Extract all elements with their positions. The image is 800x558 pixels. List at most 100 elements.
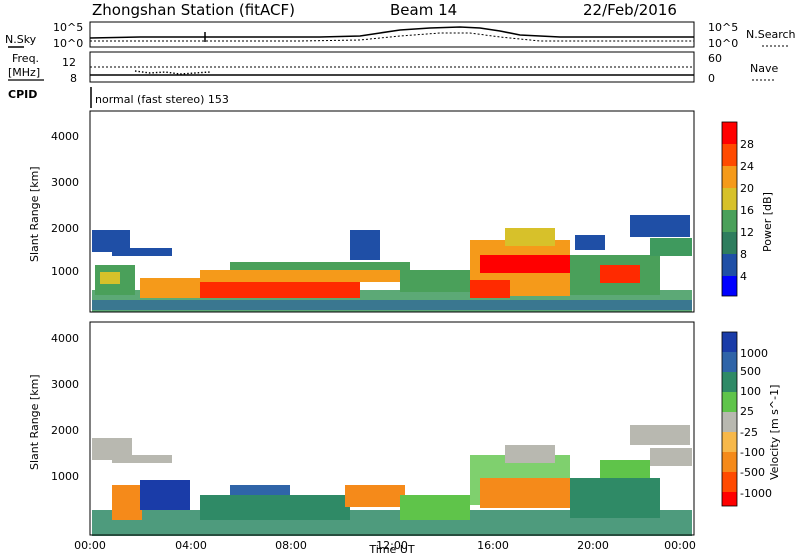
vel-cb-tick-neg1000: -1000 — [740, 487, 772, 500]
x-axis-label: Time UT — [368, 543, 414, 554]
vel-cb-tick-100: 100 — [740, 385, 761, 398]
power-blue-left-2 — [112, 248, 172, 256]
vel-orange-mid — [345, 485, 405, 507]
velocity-panel: 1000 2000 3000 4000 Slant Range [km] — [28, 321, 695, 536]
vel-cb-5 — [722, 412, 737, 432]
power-yellow-left — [100, 272, 120, 284]
vel-cb-label: Velocity [m s^-1] — [768, 385, 781, 480]
nsky-tick-low: 10^0 — [53, 37, 83, 50]
power-green-mid — [230, 262, 410, 270]
power-cb-2 — [722, 144, 737, 166]
power-y-tick-2000: 2000 — [51, 222, 79, 235]
x-tick-2000: 20:00 — [577, 539, 609, 552]
cpid-mode-text: normal (fast stereo) 153 — [95, 93, 229, 106]
station-title: Zhongshan Station (fitACF) — [92, 1, 295, 19]
vel-cb-frame — [721, 331, 738, 507]
power-y-tick-1000: 1000 — [51, 265, 79, 278]
power-colorbar: 28 24 20 16 12 8 4 Power [dB] — [721, 121, 774, 297]
freq-tick-high: 12 — [62, 56, 76, 69]
vel-cb-3 — [722, 372, 737, 392]
power-y-tick-3000: 3000 — [51, 176, 79, 189]
vel-cb-tick-500: 500 — [740, 365, 761, 378]
vel-y-tick-4000: 4000 — [51, 332, 79, 345]
power-blue-left — [92, 230, 130, 252]
nave-scatter — [134, 70, 211, 75]
power-cb-tick-4: 4 — [740, 270, 747, 283]
vel-y-tick-3000: 3000 — [51, 378, 79, 391]
vel-green-right-2 — [600, 460, 650, 478]
vel-cb-tick-neg500: -500 — [740, 466, 765, 479]
velocity-data — [92, 425, 692, 536]
vel-orange-event — [480, 478, 570, 508]
freq-label-2: [MHz] — [8, 66, 40, 79]
vel-cb-tick-1000: 1000 — [740, 347, 768, 360]
power-red-event-1 — [480, 255, 570, 273]
nsearch-tick-low: 10^0 — [708, 37, 738, 50]
power-blue-bottom — [92, 300, 692, 310]
power-cb-5 — [722, 210, 737, 232]
vel-ground-event — [505, 445, 555, 463]
vel-blue-left — [140, 480, 190, 510]
power-blue-mid — [350, 230, 380, 260]
power-y-axis-label: Slant Range [km] — [28, 166, 41, 262]
x-tick-0400: 04:00 — [175, 539, 207, 552]
power-blue-right-2 — [575, 235, 605, 250]
power-cb-8 — [722, 276, 737, 296]
power-cb-1 — [722, 122, 737, 144]
vel-orange-left — [112, 485, 142, 520]
vel-cb-1 — [722, 332, 737, 352]
power-red-right — [600, 265, 640, 283]
nsearch-label: N.Search — [746, 28, 796, 41]
power-cb-7 — [722, 254, 737, 276]
power-yellow-event — [505, 228, 555, 246]
vel-cb-9 — [722, 492, 737, 506]
nave-tick-low: 0 — [708, 72, 715, 85]
power-green-right-2 — [650, 238, 692, 256]
beam-label: Beam 14 — [390, 1, 457, 19]
vel-green-right — [570, 478, 660, 518]
vel-cb-7 — [722, 452, 737, 472]
vel-ground-right-2 — [650, 448, 692, 466]
noise-panel: N.Sky 10^5 10^0 10^5 10^0 N.Search — [5, 21, 796, 50]
velocity-colorbar: 1000 500 100 25 -25 -100 -500 -1000 Velo… — [721, 331, 781, 507]
freq-tick-low: 8 — [70, 72, 77, 85]
nave-label: Nave — [750, 62, 778, 75]
vel-y-tick-1000: 1000 — [51, 470, 79, 483]
vel-cb-tick-neg25: -25 — [740, 426, 758, 439]
freq-label-1: Freq. — [12, 52, 39, 65]
vel-cb-8 — [722, 472, 737, 492]
vel-y-axis-label: Slant Range [km] — [28, 374, 41, 470]
x-tick-1200: 12:00 — [376, 539, 408, 552]
power-data — [92, 215, 692, 312]
vel-cb-4 — [722, 392, 737, 412]
power-cb-tick-28: 28 — [740, 138, 754, 151]
vel-y-tick-2000: 2000 — [51, 424, 79, 437]
x-tick-0800: 08:00 — [275, 539, 307, 552]
power-cb-4 — [722, 188, 737, 210]
power-cb-tick-8: 8 — [740, 248, 747, 261]
vel-cb-tick-neg100: -100 — [740, 446, 765, 459]
noise-panel-frame — [89, 21, 695, 48]
power-cb-label: Power [dB] — [761, 192, 774, 252]
power-orange-mid-1 — [140, 278, 200, 298]
x-axis: 00:00 04:00 08:00 12:00 16:00 20:00 00:0… — [74, 539, 696, 556]
vel-green-midright — [400, 495, 470, 520]
velocity-axes-frame — [89, 321, 695, 536]
power-orange-mid-2 — [200, 270, 400, 282]
nave-tick-high: 60 — [708, 52, 722, 65]
frequency-panel: Freq. [MHz] 12 8 60 0 Nave — [8, 51, 778, 85]
vel-cb-2 — [722, 352, 737, 372]
noise-sky-line — [89, 26, 694, 39]
power-blue-right-1 — [630, 215, 690, 237]
power-cb-frame — [721, 121, 738, 297]
power-cb-tick-12: 12 — [740, 226, 754, 239]
vel-ground-right-1 — [630, 425, 690, 445]
noise-search-line — [90, 32, 694, 42]
power-cb-tick-24: 24 — [740, 160, 754, 173]
nsearch-tick-high: 10^5 — [708, 21, 738, 34]
power-cb-tick-20: 20 — [740, 182, 754, 195]
power-cb-3 — [722, 166, 737, 188]
date-label: 22/Feb/2016 — [583, 1, 677, 19]
power-panel: 1000 2000 3000 4000 Slant Range [km] — [28, 110, 695, 313]
